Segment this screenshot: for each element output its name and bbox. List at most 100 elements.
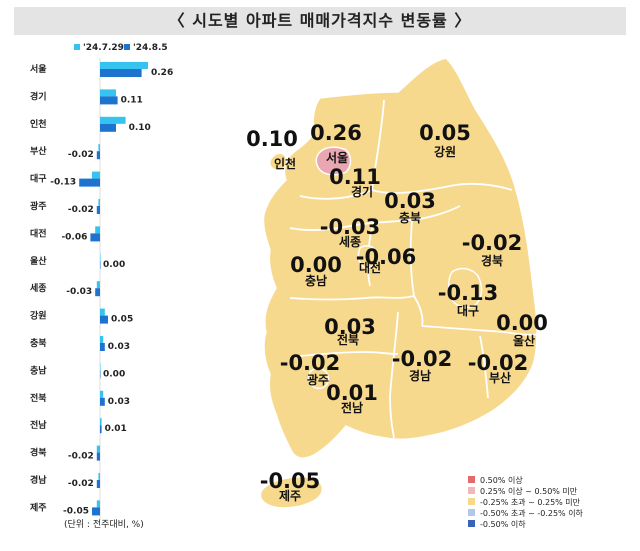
bar-value-label: 0.26 [151, 68, 173, 78]
bar-curr [100, 315, 108, 324]
bar-prev [95, 226, 100, 234]
map-region-name: 강원 [434, 145, 456, 159]
bar-category-label: 광주 [30, 200, 47, 212]
map-region-name: 울산 [513, 333, 535, 348]
map-region-name: 충북 [399, 210, 421, 225]
jeju-shape [259, 476, 324, 509]
bar-curr [96, 480, 100, 488]
map-region-name: 전남 [341, 400, 363, 415]
gwangju-shape [308, 367, 330, 390]
bar-category-label: 경남 [30, 474, 47, 486]
map-labels: 0.26서울0.10인천0.11경기0.05강원0.03충북-0.03세종-0.… [246, 121, 548, 503]
map-legend-swatch [468, 520, 475, 527]
map-region-name: 충남 [305, 273, 327, 288]
bar-prev [100, 116, 126, 124]
map-region-name: 광주 [307, 372, 329, 387]
map-region-name: 전북 [337, 332, 359, 347]
map-region-value: -0.02 [392, 347, 453, 371]
bar-value-label: -0.02 [68, 479, 94, 489]
bar-value-label: 0.00 [103, 369, 125, 379]
map-region-value: -0.05 [260, 469, 321, 493]
bar-value-label: -0.03 [66, 287, 92, 297]
bar-legend: '24.7.29 '24.8.5 [74, 43, 168, 53]
bar-value-label: 0.05 [111, 315, 133, 325]
legend-swatch-prev [74, 44, 80, 50]
bar-prev [98, 473, 100, 480]
map-region-value: -0.06 [356, 245, 417, 269]
legend-swatch-curr [124, 44, 130, 50]
bar-prev [96, 445, 100, 453]
map-legend-label: -0.25% 초과 ~ 0.25% 미만 [480, 498, 581, 507]
bar-value-label: 0.01 [105, 424, 127, 434]
bar-curr [90, 233, 100, 242]
bar-curr [100, 397, 105, 406]
legend-label-prev: '24.7.29 [83, 43, 124, 53]
map-legend-label: 0.50% 이상 [480, 475, 523, 485]
bar-category-label: 충북 [30, 337, 47, 349]
map-legend-swatch [468, 476, 475, 483]
bar-category-label: 대전 [30, 227, 47, 239]
bar-category-label: 전북 [30, 392, 47, 404]
map-region-value: -0.02 [462, 231, 523, 255]
bar-category-label: 전남 [30, 419, 47, 431]
seoul-shape [315, 146, 352, 176]
incheon-island-shape [269, 153, 287, 171]
unit-note: (단위 : 전주대비, %) [64, 519, 144, 530]
map-region-name: 서울 [326, 150, 348, 165]
bar-category-label: 대구 [30, 173, 47, 185]
bar-curr [100, 370, 101, 379]
bar-category-label: 강원 [30, 310, 47, 322]
bar-curr [95, 288, 100, 297]
bar-value-label: -0.02 [68, 205, 94, 215]
bar-curr [96, 206, 100, 214]
bar-prev [96, 281, 100, 289]
bar-prev [96, 500, 100, 508]
bar-category-label: 서울 [30, 63, 47, 75]
bar-curr [96, 452, 100, 461]
map-region-name: 세종 [339, 234, 361, 249]
bar-prev [100, 390, 104, 398]
map-region-name: 경남 [409, 368, 431, 383]
daejeon-shape [357, 245, 378, 269]
map-region-value: 0.11 [329, 165, 381, 189]
map-region-name: 대구 [457, 304, 479, 318]
map-legend-swatch [468, 498, 475, 505]
map-legend-swatch [468, 487, 475, 494]
bar-prev [100, 62, 148, 69]
bar-curr [79, 178, 100, 187]
map-region-name: 제주 [279, 489, 301, 503]
bar-category-label: 세종 [30, 282, 47, 294]
bar-prev [100, 336, 104, 343]
map-region-value: -0.02 [468, 351, 529, 375]
bar-category-label: 경기 [30, 90, 47, 102]
map-legend-label: -0.50% 이하 [480, 519, 526, 529]
bar-chart: 서울 0.26 경기 0.11 인천 0.10 부산 -0.02 대구 -0.13 광주 -0.02 대… [30, 62, 173, 516]
bar-value-label: 0.10 [129, 123, 151, 133]
bar-curr [100, 425, 102, 434]
map-legend: 0.50% 이상0.25% 이상 ~ 0.50% 미만 -0.25% 초과 ~ 0… [468, 475, 584, 529]
bar-curr [100, 343, 105, 351]
bar-category-label: 인천 [30, 119, 47, 130]
map-region-name: 경북 [481, 254, 503, 268]
bar-curr [100, 123, 116, 132]
map-legend-label: 0.25% 이상 ~ 0.50% 미만 [480, 486, 578, 496]
map-region-value: 0.00 [290, 253, 342, 277]
bar-value-label: 0.11 [121, 95, 143, 105]
map-region-value: -0.03 [320, 215, 381, 239]
map-region-name: 경기 [351, 184, 373, 199]
bar-value-label: 0.03 [108, 397, 130, 407]
map-region-name: 부산 [489, 370, 511, 385]
bar-curr [100, 96, 118, 105]
bar-value-label: -0.02 [68, 150, 94, 160]
bar-prev [100, 418, 102, 426]
daegu-shape [447, 267, 483, 309]
bar-curr [100, 260, 101, 269]
page-title: 〈 시도별 아파트 매매가격지수 변동률 〉 [168, 11, 472, 30]
bar-prev [92, 171, 100, 179]
map-region-value: 0.10 [246, 127, 298, 151]
bar-prev [100, 89, 116, 97]
bar-curr [92, 507, 100, 516]
map-region-value: -0.13 [438, 281, 499, 305]
bar-prev [100, 363, 101, 371]
